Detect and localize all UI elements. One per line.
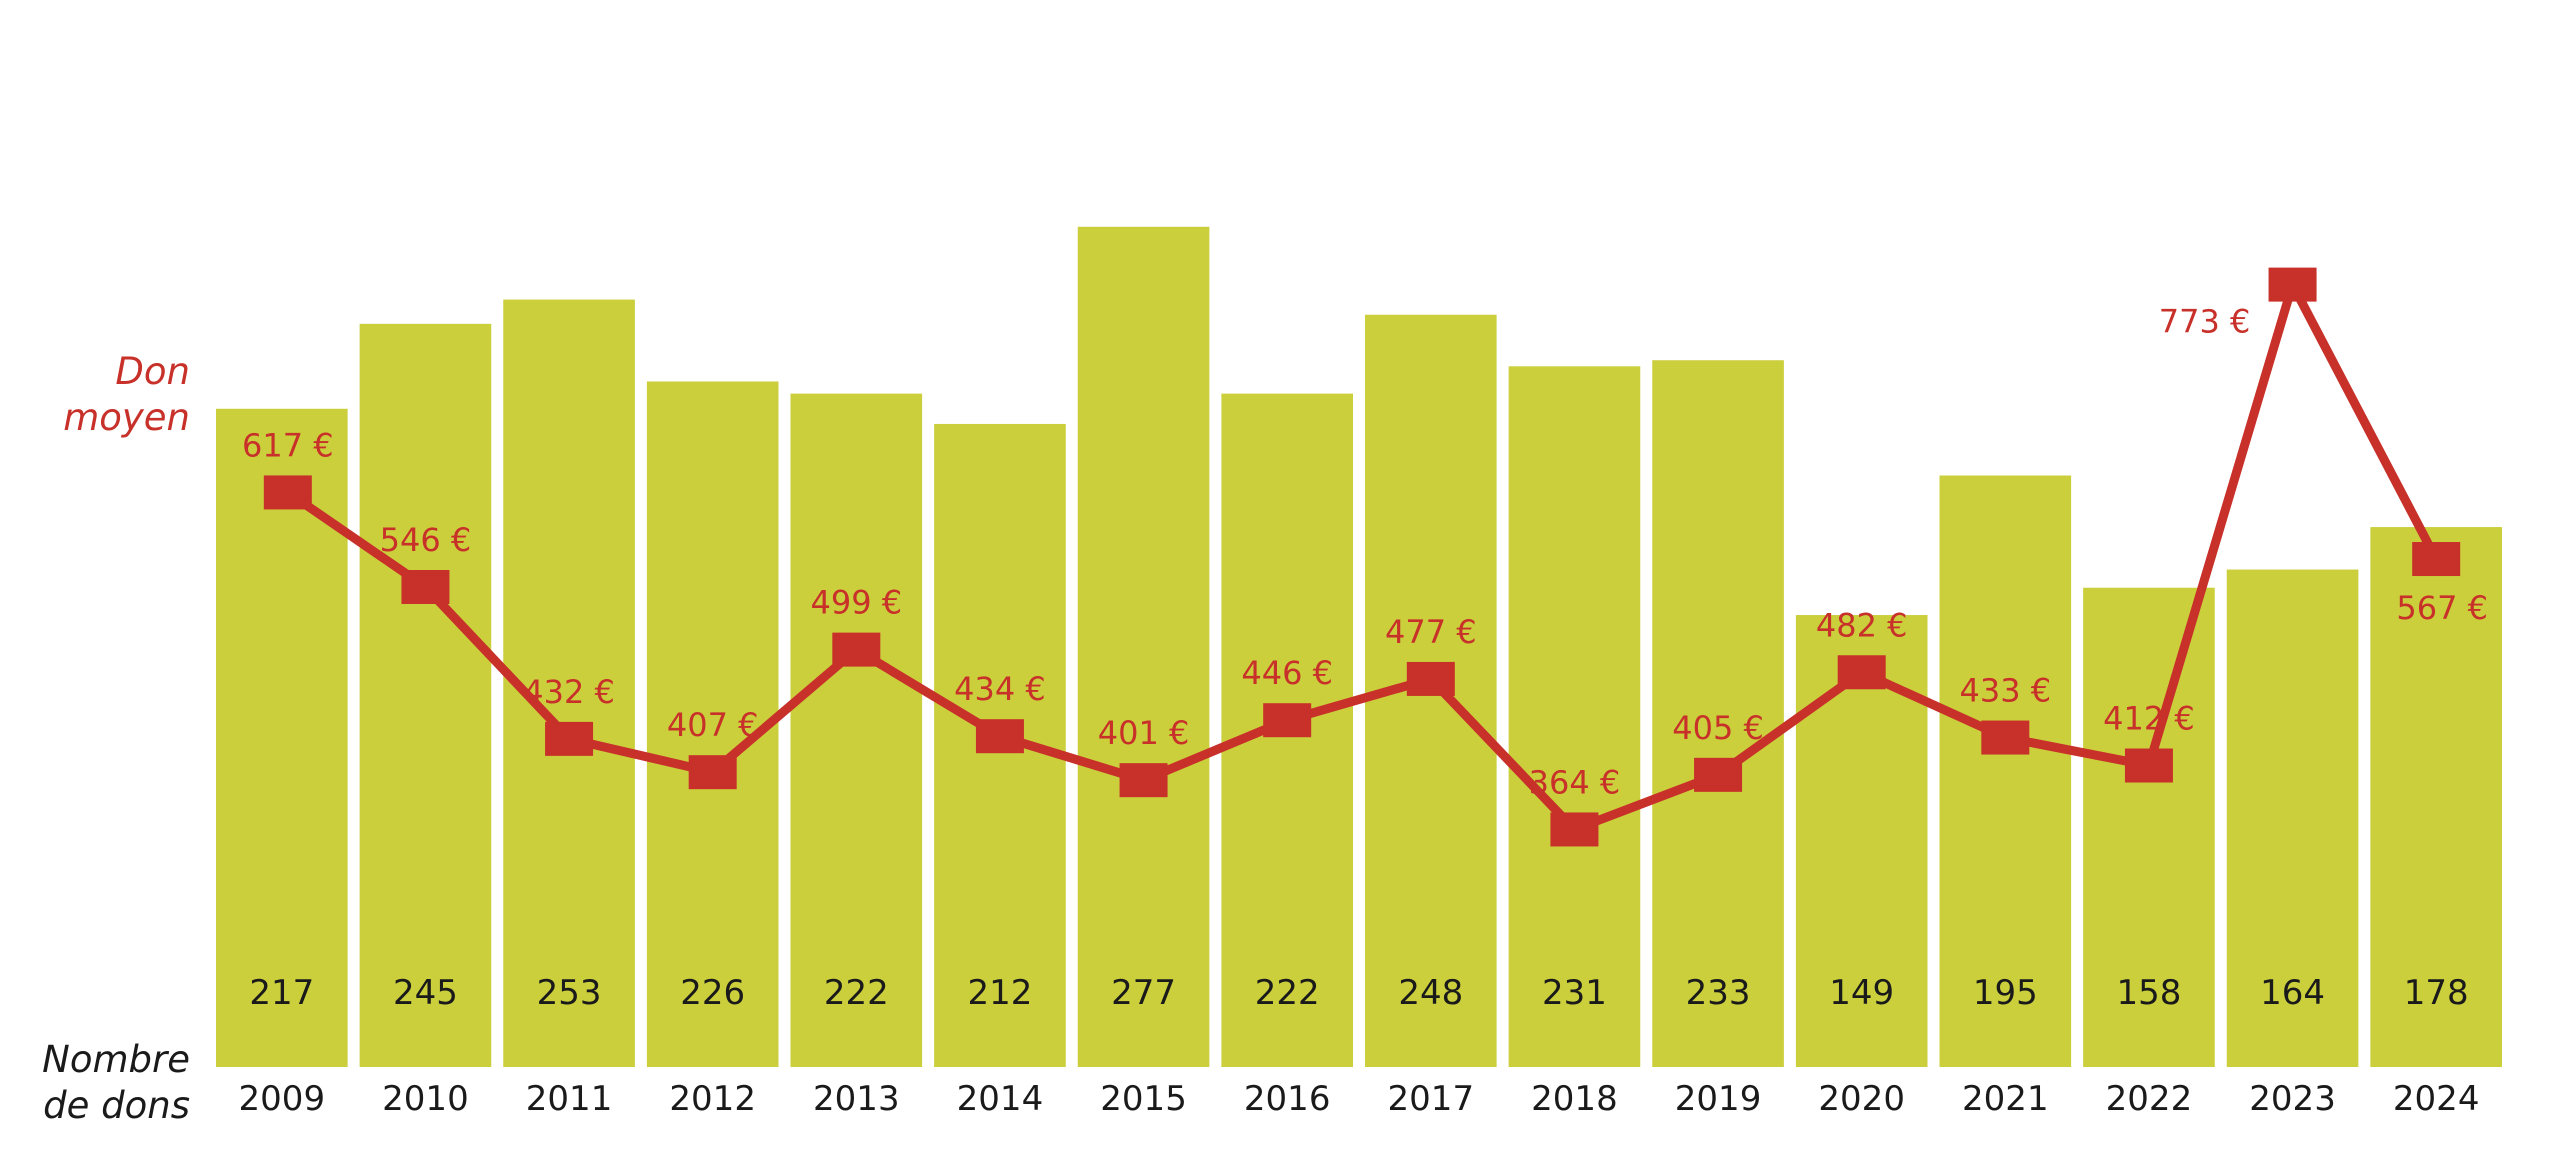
avg-value-label-2021: 433 € bbox=[1960, 672, 2052, 710]
avg-value-label-2022: 412 € bbox=[2103, 700, 2195, 738]
year-label-2023: 2023 bbox=[2249, 1079, 2336, 1119]
bar-2018 bbox=[1508, 366, 1641, 1067]
line-series-title-line-1: Don bbox=[115, 350, 190, 393]
bar-count-label-2023: 164 bbox=[2260, 973, 2325, 1013]
avg-value-label-2012: 407 € bbox=[667, 706, 759, 744]
bar-count-label-2014: 212 bbox=[967, 973, 1032, 1013]
bar-2013 bbox=[790, 393, 923, 1068]
bar-2024 bbox=[2370, 527, 2502, 1067]
bar-count-label-2009: 217 bbox=[249, 973, 314, 1013]
avg-value-label-2023: 773 € bbox=[2159, 303, 2251, 341]
year-label-2017: 2017 bbox=[1388, 1079, 1475, 1119]
year-label-2019: 2019 bbox=[1675, 1079, 1762, 1119]
bar-count-label-2018: 231 bbox=[1542, 973, 1607, 1013]
line-series-title-line-2: moyen bbox=[63, 396, 190, 439]
year-label-2013: 2013 bbox=[813, 1079, 900, 1119]
avg-value-label-2018: 364 € bbox=[1529, 763, 1621, 801]
bar-count-label-2021: 195 bbox=[1973, 973, 2038, 1013]
avg-value-label-2019: 405 € bbox=[1672, 709, 1764, 747]
year-label-2016: 2016 bbox=[1244, 1079, 1331, 1119]
markers-layer bbox=[263, 267, 2461, 847]
bar-series-title-line-2: de dons bbox=[43, 1084, 190, 1127]
avg-marker-2010 bbox=[401, 570, 450, 605]
bar-count-label-2013: 222 bbox=[824, 973, 889, 1013]
bar-count-label-2020: 149 bbox=[1829, 973, 1894, 1013]
avg-marker-2018 bbox=[1550, 812, 1599, 847]
bar-count-label-2012: 226 bbox=[680, 973, 745, 1013]
bar-2010 bbox=[359, 323, 492, 1067]
avg-value-label-2011: 432 € bbox=[523, 673, 615, 711]
avg-marker-2012 bbox=[688, 755, 737, 790]
avg-value-label-2014: 434 € bbox=[954, 670, 1046, 708]
year-label-2009: 2009 bbox=[239, 1079, 326, 1119]
avg-value-label-2017: 477 € bbox=[1385, 613, 1477, 651]
year-label-2012: 2012 bbox=[669, 1079, 756, 1119]
avg-value-label-2015: 401 € bbox=[1098, 714, 1190, 752]
bars-layer bbox=[216, 226, 2502, 1068]
avg-marker-2024 bbox=[2412, 542, 2461, 577]
bar-2022 bbox=[2083, 587, 2215, 1067]
avg-value-label-2013: 499 € bbox=[811, 584, 903, 622]
bar-labels-layer: 217 245 253 226 222 212 277 222 248 231 233 149 195 1… bbox=[249, 973, 2468, 1013]
avg-marker-2014 bbox=[975, 719, 1024, 754]
year-label-2021: 2021 bbox=[1962, 1079, 2049, 1119]
avg-donation-line bbox=[285, 280, 2441, 834]
avg-marker-2019 bbox=[1694, 757, 1743, 792]
avg-marker-2023 bbox=[2268, 267, 2317, 302]
avg-marker-2011 bbox=[545, 721, 594, 756]
avg-marker-2013 bbox=[832, 632, 881, 667]
avg-marker-2016 bbox=[1263, 703, 1312, 738]
avg-marker-2015 bbox=[1119, 763, 1168, 798]
bar-count-label-2015: 277 bbox=[1111, 973, 1176, 1013]
avg-marker-2017 bbox=[1406, 661, 1455, 696]
avg-value-label-2024: 567 € bbox=[2396, 589, 2488, 627]
bar-2015 bbox=[1077, 226, 1210, 1067]
year-label-2024: 2024 bbox=[2393, 1079, 2480, 1119]
bar-count-label-2022: 158 bbox=[2116, 973, 2181, 1013]
avg-marker-2022 bbox=[2124, 748, 2173, 783]
bar-series-title-line-1: Nombre bbox=[42, 1038, 190, 1081]
avg-marker-2021 bbox=[1981, 720, 2030, 755]
bar-count-label-2017: 248 bbox=[1398, 973, 1463, 1013]
year-label-2010: 2010 bbox=[382, 1079, 469, 1119]
year-label-2014: 2014 bbox=[957, 1079, 1044, 1119]
bar-count-label-2010: 245 bbox=[393, 973, 458, 1013]
year-labels-layer: 2009 2010 2011 2012 2013 2014 2015 2016 2017 2018… bbox=[239, 1079, 2480, 1119]
avg-value-label-2010: 546 € bbox=[380, 521, 472, 559]
avg-marker-2009 bbox=[263, 475, 312, 510]
line-layer bbox=[285, 280, 2441, 834]
bar-2012 bbox=[646, 381, 779, 1067]
bar-2011 bbox=[503, 299, 635, 1068]
avg-value-label-2016: 446 € bbox=[1241, 654, 1333, 692]
avg-marker-2020 bbox=[1837, 655, 1886, 690]
avg-value-label-2009: 617 € bbox=[242, 426, 334, 464]
bar-count-label-2011: 253 bbox=[537, 973, 602, 1013]
year-label-2015: 2015 bbox=[1100, 1079, 1187, 1119]
avg-value-label-2020: 482 € bbox=[1816, 606, 1908, 644]
year-label-2020: 2020 bbox=[1818, 1079, 1905, 1119]
bar-2023 bbox=[2226, 569, 2359, 1067]
bar-2021 bbox=[1939, 475, 2072, 1067]
year-label-2018: 2018 bbox=[1531, 1079, 1618, 1119]
year-label-2022: 2022 bbox=[2106, 1079, 2193, 1119]
bar-2019 bbox=[1652, 360, 1784, 1067]
bar-count-label-2016: 222 bbox=[1255, 973, 1320, 1013]
bar-count-label-2019: 233 bbox=[1686, 973, 1751, 1013]
year-label-2011: 2011 bbox=[526, 1079, 613, 1119]
bar-count-label-2024: 178 bbox=[2404, 973, 2469, 1013]
avg-labels-layer: 617 € 546 € 432 € 407 € 499 € 434 € 401 € 446 €… bbox=[242, 303, 2488, 802]
